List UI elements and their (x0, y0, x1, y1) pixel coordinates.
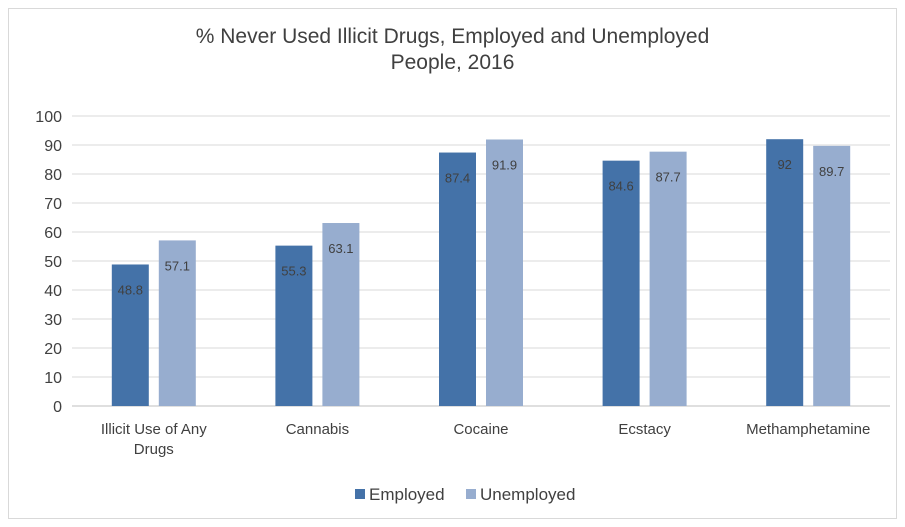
data-label: 89.7 (819, 164, 844, 179)
legend-label-employed: Employed (369, 485, 445, 504)
data-label: 87.7 (655, 170, 680, 185)
y-tick-label: 30 (44, 312, 62, 329)
legend-label-unemployed: Unemployed (480, 485, 575, 504)
bar-unemployed (649, 151, 687, 406)
bar-employed (275, 245, 313, 406)
bar-unemployed (158, 240, 196, 406)
x-category-label: Cocaine (453, 421, 508, 438)
chart-title: % Never Used Illicit Drugs, Employed and… (0, 24, 905, 76)
y-tick-label: 90 (44, 138, 62, 155)
data-label: 57.1 (165, 258, 190, 273)
data-label: 84.6 (608, 179, 633, 194)
bar-employed (766, 139, 804, 406)
legend-swatch-employed (355, 489, 365, 499)
bar-unemployed (813, 145, 851, 406)
x-category-label: Illicit Use of Any (101, 421, 207, 438)
bar-unemployed (322, 223, 360, 406)
bar-employed (111, 264, 149, 406)
y-tick-label: 100 (35, 109, 62, 126)
x-category-label: Ecstacy (618, 421, 671, 438)
bars (111, 139, 851, 407)
data-labels: 48.8 57.1 55.3 63.1 87.4 91.9 84.6 87.7 92 89.7 (118, 157, 845, 297)
y-tick-label: 70 (44, 196, 62, 213)
data-label: 91.9 (492, 157, 517, 172)
x-axis-categories: Illicit Use of Any Drugs Cannabis Cocaine Ec… (101, 421, 870, 458)
bar-unemployed (486, 139, 523, 407)
data-label: 87.4 (445, 171, 470, 186)
bar-employed (602, 160, 640, 406)
data-label: 92 (777, 157, 791, 172)
x-category-label: Cannabis (286, 421, 349, 438)
chart-title-line1: % Never Used Illicit Drugs, Employed and… (195, 25, 710, 48)
y-axis-ticks: 0 10 20 30 40 50 60 70 80 90 100 (35, 109, 62, 416)
chart-title-line2: People, 2016 (390, 51, 515, 74)
y-tick-label: 0 (53, 399, 62, 416)
y-tick-label: 80 (44, 167, 62, 184)
y-tick-label: 40 (44, 283, 62, 300)
x-category-label: Methamphetamine (746, 421, 870, 438)
bar-employed (439, 152, 476, 406)
gridlines (72, 115, 890, 407)
data-label: 55.3 (281, 264, 306, 279)
y-tick-label: 60 (44, 225, 62, 242)
y-tick-label: 10 (44, 370, 62, 387)
data-label: 48.8 (118, 282, 143, 297)
y-tick-label: 50 (44, 254, 62, 271)
data-label: 63.1 (328, 241, 353, 256)
x-category-label: Drugs (134, 441, 174, 458)
legend-swatch-unemployed (466, 489, 476, 499)
legend: Employed Unemployed (355, 485, 575, 504)
y-tick-label: 20 (44, 341, 62, 358)
